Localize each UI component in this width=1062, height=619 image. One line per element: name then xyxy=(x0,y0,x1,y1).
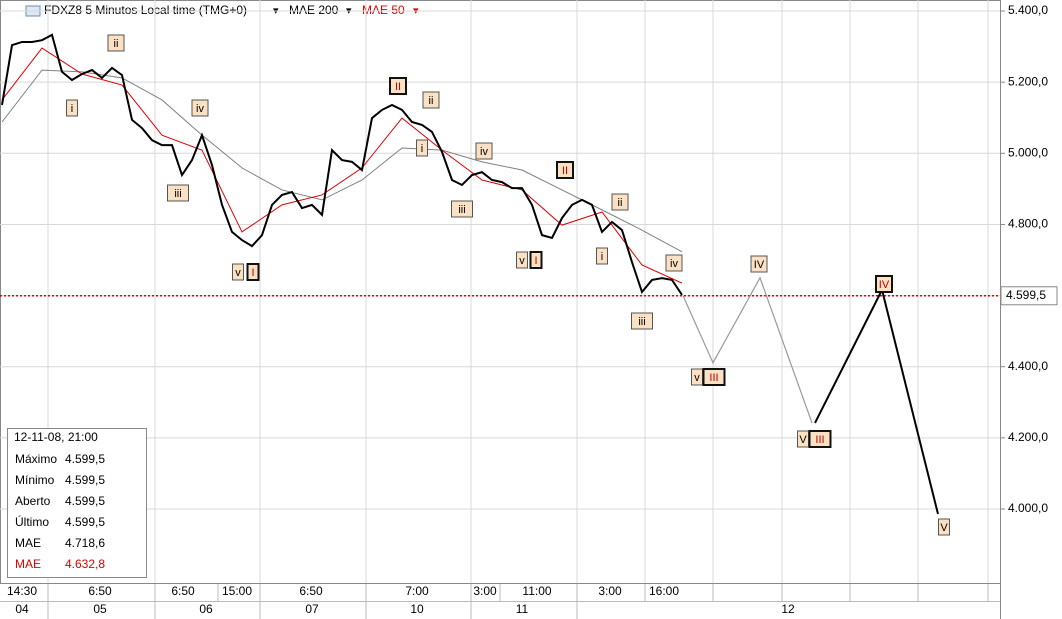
price-line xyxy=(1,33,683,296)
wave-label-box xyxy=(596,247,608,265)
info-value: 4.599,5 xyxy=(65,515,105,529)
x-tick-label: 6:50 xyxy=(88,584,112,598)
y-tick-label: 4.800,0 xyxy=(1008,217,1048,231)
wave-label-box xyxy=(516,251,528,269)
wave-label: IV xyxy=(754,259,765,271)
wave-label: v xyxy=(694,372,700,384)
wave-label: iii xyxy=(174,188,181,200)
wave-label: V xyxy=(940,522,948,534)
y-tick-label: 4.200,0 xyxy=(1008,430,1048,444)
last-price-box xyxy=(1000,286,1058,306)
info-label: MAE xyxy=(15,557,41,571)
x-tick-label: 16:00 xyxy=(649,584,679,598)
projection-line xyxy=(682,276,813,424)
wave-label-box xyxy=(875,275,893,293)
x-tick-label: 6:50 xyxy=(171,584,195,598)
x-date-label: 04 xyxy=(15,602,29,616)
wave-label-box xyxy=(232,263,244,281)
wave-label: v xyxy=(235,267,241,279)
info-label: Último xyxy=(15,514,49,529)
wave-label-box xyxy=(665,254,683,272)
wave-label-box xyxy=(529,251,543,269)
wave-label: V xyxy=(799,434,807,446)
x-tick-label: 6:50 xyxy=(299,584,323,598)
moving-average xyxy=(1,69,683,253)
wave-label-box xyxy=(451,200,473,218)
wave-label-box xyxy=(246,263,260,281)
wave-label-box xyxy=(422,91,440,109)
info-date: 12-11-08, 21:00 xyxy=(14,430,98,444)
wave-label-box xyxy=(702,368,726,386)
wave-label: I xyxy=(534,255,537,267)
wave-label-box xyxy=(631,312,653,330)
wave-label: III xyxy=(709,372,718,384)
x-tick-label: 11:00 xyxy=(522,584,551,598)
info-label: Máximo xyxy=(15,452,57,466)
last-price-label: 4.599,5 xyxy=(1006,288,1046,302)
info-label: Mínimo xyxy=(15,473,55,487)
wave-label-box xyxy=(167,184,189,202)
x-tick-label: 3:00 xyxy=(473,584,497,598)
wave-label: i xyxy=(71,103,73,115)
wave-label-box xyxy=(389,77,407,95)
wave-label: iv xyxy=(670,258,678,270)
wave-label-box xyxy=(416,139,428,157)
wave-label: IV xyxy=(879,279,890,291)
wave-label: iii xyxy=(458,204,465,216)
wave-label-box xyxy=(475,142,493,160)
wave-label-box xyxy=(750,255,768,273)
moving-average xyxy=(1,47,683,284)
wave-label: ii xyxy=(429,95,434,107)
wave-label: v xyxy=(519,255,525,267)
y-tick-label: 5.200,0 xyxy=(1008,74,1048,88)
x-tick-label: 3:00 xyxy=(598,584,622,598)
info-value: 4.599,5 xyxy=(65,452,105,466)
wave-label: III xyxy=(815,434,824,446)
x-tick-label: 7:00 xyxy=(405,584,429,598)
wave-label: i xyxy=(421,143,423,155)
wave-label-box xyxy=(191,99,209,117)
x-tick-label: 14:30 xyxy=(7,584,37,598)
info-label: MAE xyxy=(15,536,41,550)
info-value: 4.718,6 xyxy=(65,536,105,550)
info-label: Aberto xyxy=(15,494,51,508)
wave-label-box xyxy=(66,99,78,117)
wave-label: I xyxy=(251,267,254,279)
wave-label: ii xyxy=(618,197,623,209)
x-date-label: 11 xyxy=(516,602,529,616)
wave-label: iv xyxy=(480,146,488,158)
x-date-label: 10 xyxy=(410,602,424,616)
ma200-label[interactable]: MAE 200 xyxy=(289,3,339,17)
wave-label-box xyxy=(611,193,629,211)
wave-label: II xyxy=(562,165,568,177)
y-tick-label: 4.000,0 xyxy=(1008,501,1048,515)
wave-label-box xyxy=(107,34,125,52)
wave-label-box xyxy=(808,430,832,448)
info-value: 4.599,5 xyxy=(65,494,105,508)
x-date-label: 12 xyxy=(781,602,795,616)
symbol-title: FDXZ8 5 Minutos Local time (TMG+0) xyxy=(44,3,247,17)
info-value: 4.632,8 xyxy=(65,557,105,571)
y-tick-label: 5.000,0 xyxy=(1008,145,1048,159)
x-date-label: 07 xyxy=(305,602,319,616)
wave-label: iv xyxy=(196,103,204,115)
ma50-label[interactable]: MAE 50 xyxy=(362,3,405,17)
wave-label: ii xyxy=(114,38,119,50)
info-value: 4.599,5 xyxy=(65,473,105,487)
y-tick-label: 5.400,0 xyxy=(1008,3,1048,17)
wave-label: iii xyxy=(638,316,645,328)
wave-label: II xyxy=(395,81,401,93)
wave-label: i xyxy=(601,251,603,263)
info-box xyxy=(7,428,147,578)
wave-label-box xyxy=(938,518,950,536)
x-date-label: 05 xyxy=(93,602,107,616)
y-tick-label: 4.400,0 xyxy=(1008,359,1048,373)
wave-label-box xyxy=(556,161,574,179)
x-tick-label: 15:00 xyxy=(222,584,252,598)
x-date-label: 06 xyxy=(199,602,213,616)
